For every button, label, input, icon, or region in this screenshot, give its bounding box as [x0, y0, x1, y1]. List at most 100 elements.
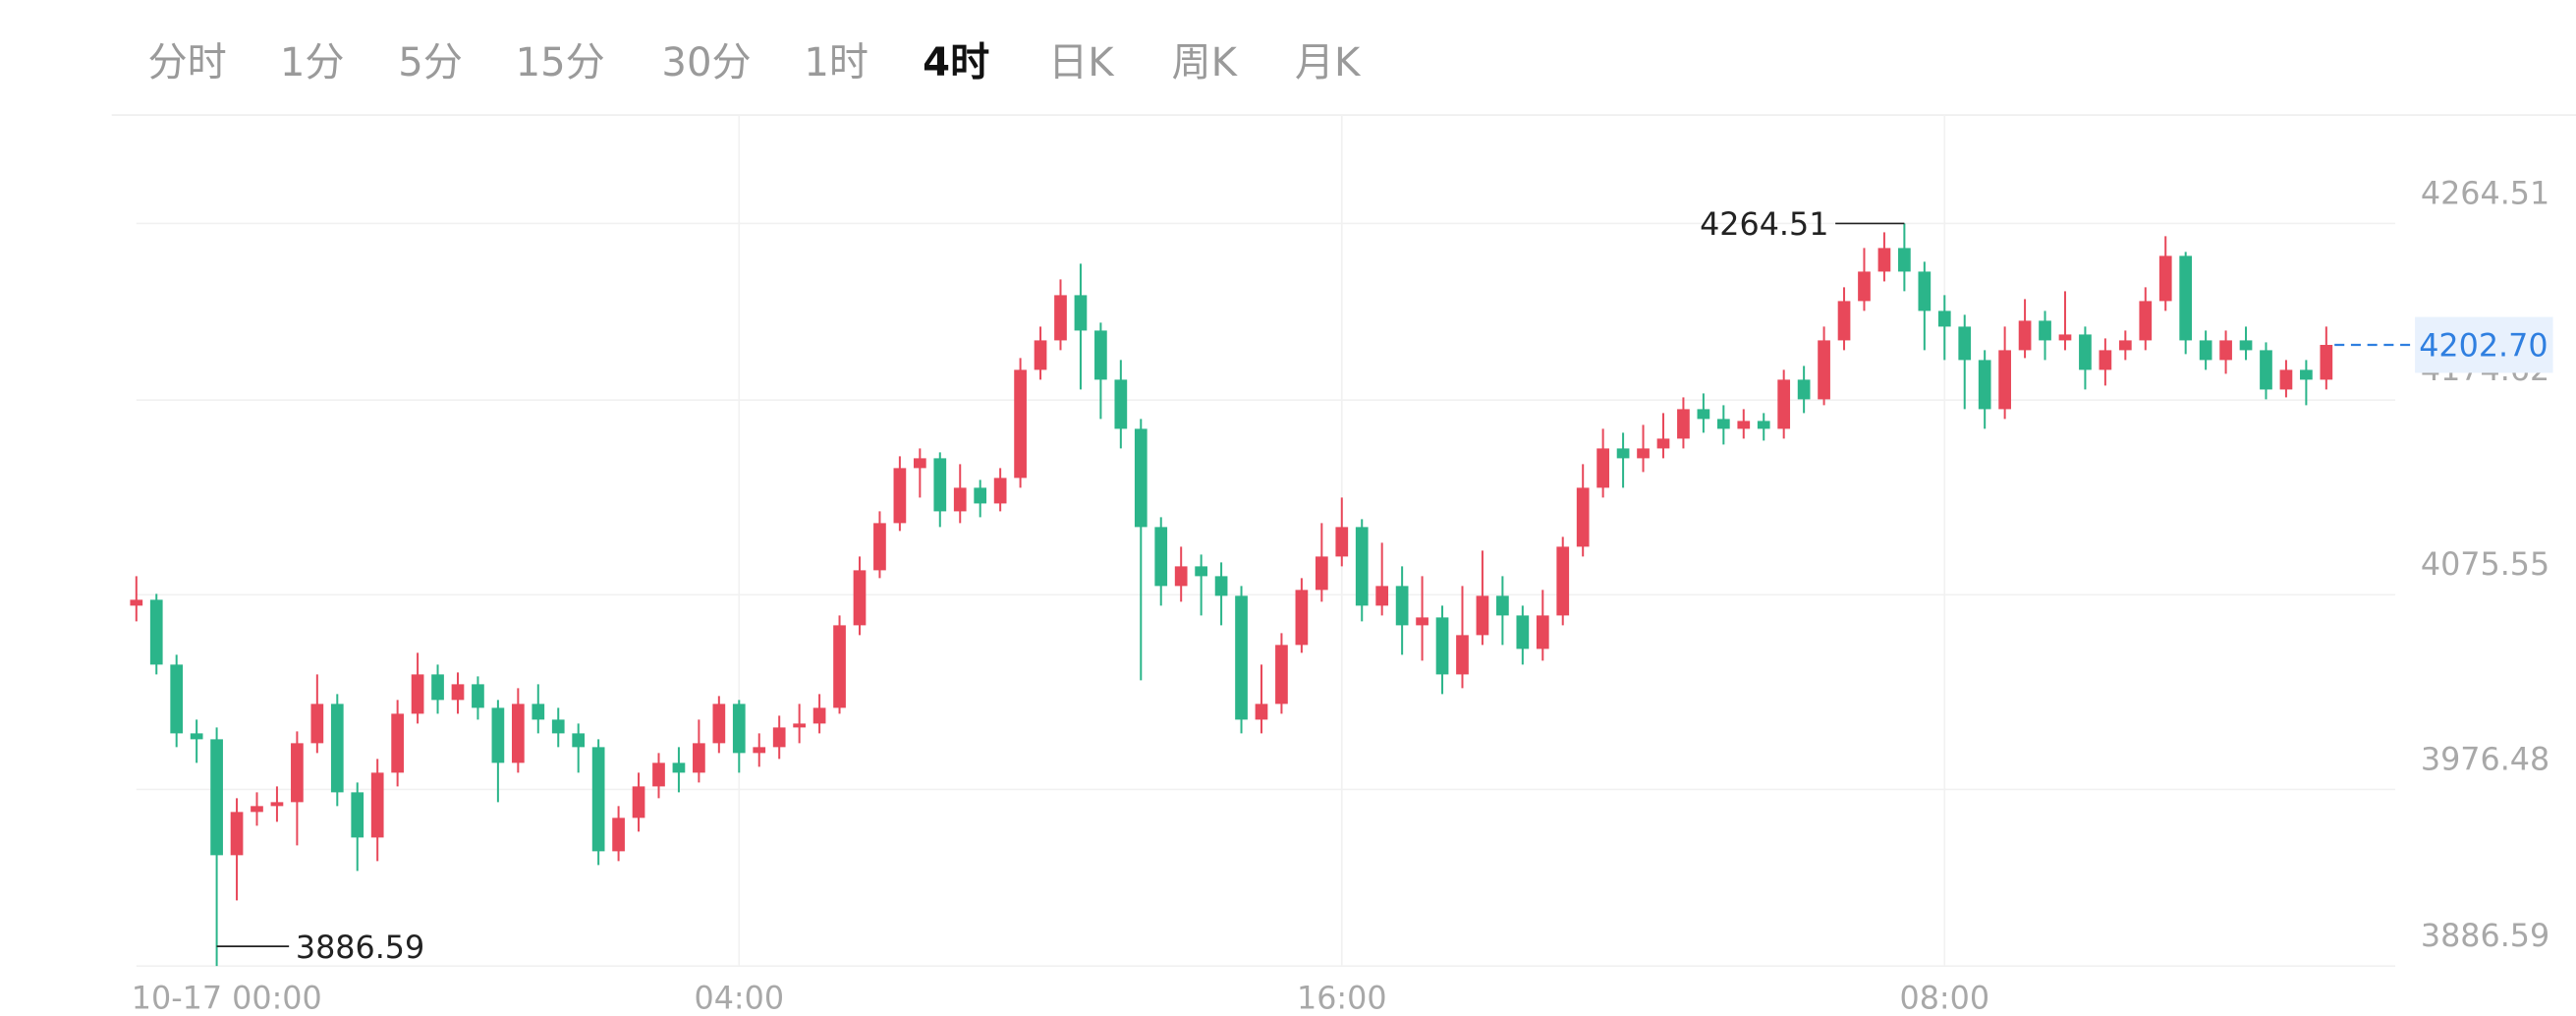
candle-body — [451, 684, 465, 701]
last-price-badge — [2415, 316, 2553, 373]
candle-body — [1898, 248, 1911, 272]
candle-body — [1315, 556, 1328, 591]
timeframe-tab[interactable]: 4时 — [923, 40, 989, 85]
candle-body — [1014, 369, 1027, 479]
timeframe-tab[interactable]: 5分 — [398, 40, 463, 85]
candle-body — [2199, 340, 2212, 361]
x-tick-label: 08:00 — [1900, 982, 1990, 1016]
candle-body — [1958, 326, 1972, 361]
candle-body — [953, 487, 967, 512]
candle-body — [370, 772, 384, 838]
candle-body — [130, 599, 143, 606]
candle-body — [812, 707, 826, 724]
x-tick-label: 16:00 — [1297, 982, 1387, 1016]
last-price-label: 4202.70 — [2419, 329, 2548, 365]
candle-body — [2079, 334, 2092, 370]
candle-body — [1837, 301, 1851, 341]
candle-body — [330, 704, 344, 793]
y-tick-label: 3886.59 — [2421, 919, 2549, 954]
y-tick-label: 3976.48 — [2421, 742, 2549, 777]
candle-body — [572, 733, 586, 748]
candle-body — [652, 762, 665, 787]
candle-body — [1134, 428, 1148, 528]
candle-body — [712, 704, 726, 744]
candle-body — [2039, 320, 2051, 341]
candle-body — [1074, 295, 1088, 331]
candle-body — [993, 478, 1007, 504]
candle-body — [1235, 595, 1248, 720]
candle-body — [1255, 704, 1268, 720]
candle-body — [1516, 615, 1530, 649]
candle-body — [2118, 340, 2132, 351]
x-tick-label: 10-17 00:00 — [132, 982, 322, 1016]
candle-body — [2058, 334, 2072, 341]
candle-body — [1737, 421, 1751, 429]
candle-body — [472, 684, 484, 708]
candle-body — [1295, 590, 1309, 646]
timeframe-tab[interactable]: 周K — [1171, 40, 1238, 85]
candle-body — [1877, 248, 1891, 272]
candle-body — [1214, 576, 1228, 596]
candle-body — [1174, 566, 1188, 587]
candle-body — [1154, 527, 1168, 587]
candle-body — [1818, 340, 1830, 400]
y-tick-label: 4264.51 — [2421, 176, 2549, 211]
candle-body — [833, 625, 846, 708]
candle-body — [1034, 340, 1047, 370]
candle-body — [1416, 617, 1428, 626]
candle-body — [411, 674, 424, 714]
candle-body — [1918, 271, 1932, 311]
candle-body — [1275, 645, 1288, 705]
candle-body — [431, 674, 444, 701]
candle-body — [1858, 271, 1871, 302]
candle-body — [1335, 527, 1349, 557]
candle-body — [2018, 320, 2032, 351]
timeframe-tab[interactable]: 分时 — [148, 40, 227, 85]
candle-body — [2239, 340, 2253, 351]
candle-body — [873, 523, 886, 571]
candle-body — [170, 664, 184, 734]
candle-body — [1556, 546, 1570, 616]
candle-body — [2219, 340, 2232, 361]
candle-body — [1596, 448, 1609, 488]
candle-body — [1637, 448, 1650, 459]
candle-body — [1395, 586, 1409, 626]
timeframe-tab[interactable]: 日K — [1048, 40, 1115, 85]
candle-body — [2260, 350, 2272, 390]
candle-body — [1697, 409, 1710, 420]
candle-body — [1094, 330, 1107, 380]
candle-body — [913, 458, 926, 469]
candle-body — [1435, 617, 1449, 675]
candle-body — [511, 704, 525, 763]
candle-body — [291, 743, 304, 803]
candle-body — [491, 707, 505, 763]
candle-body — [251, 806, 263, 813]
candle-body — [351, 792, 364, 838]
timeframe-tab[interactable]: 1分 — [280, 40, 345, 85]
candle-body — [1576, 487, 1590, 547]
candle-body — [2099, 350, 2112, 370]
timeframe-tab[interactable]: 月K — [1295, 40, 1362, 85]
candle-body — [1978, 360, 1991, 410]
candle-body — [149, 599, 163, 665]
min-label: 3886.59 — [296, 931, 424, 966]
candle-body — [391, 713, 404, 773]
candle-body — [551, 719, 565, 734]
candle-body — [2139, 301, 2153, 341]
timeframe-tab[interactable]: 1时 — [804, 40, 868, 85]
candle-body — [1716, 419, 1730, 429]
max-label: 4264.51 — [1700, 207, 1828, 243]
candle-body — [974, 487, 987, 504]
candle-body — [1355, 527, 1369, 606]
timeframe-tab[interactable]: 15分 — [516, 40, 605, 85]
candle-body — [1777, 379, 1791, 429]
candle-body — [1677, 409, 1690, 439]
candle-body — [2300, 369, 2313, 380]
candle-body — [933, 458, 947, 512]
candle-body — [310, 704, 324, 744]
candle-body — [1476, 595, 1489, 636]
timeframe-tab[interactable]: 30分 — [661, 40, 751, 85]
candle-body — [1054, 295, 1067, 341]
